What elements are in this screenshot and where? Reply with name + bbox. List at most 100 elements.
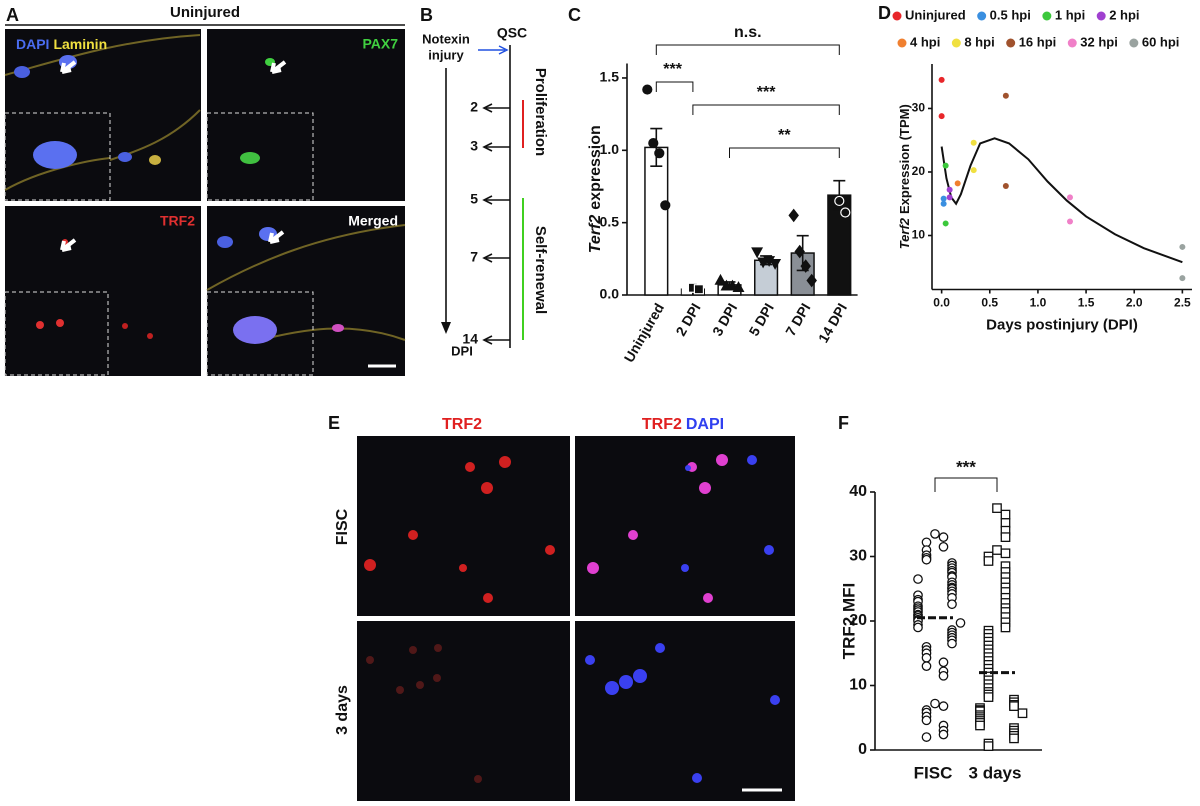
significance-label: *** [956, 457, 976, 476]
x-tick-label: 14 DPI [815, 300, 850, 345]
y-tick-label: 20 [912, 164, 926, 178]
stain-label: PAX7 [362, 36, 398, 52]
point [1017, 708, 1028, 719]
panel-label: F [838, 413, 849, 433]
point [930, 529, 940, 539]
significance-bracket [729, 147, 840, 158]
legend-swatch [1096, 11, 1106, 21]
significance-bracket [934, 477, 998, 492]
y-tick-label: 0 [858, 741, 867, 758]
y-tick-label: 30 [849, 548, 867, 565]
legend-label: 4 hpi [910, 34, 940, 49]
significance-label: ** [778, 127, 791, 144]
significance-label: *** [757, 84, 776, 101]
point [940, 200, 947, 207]
legend-label: 16 hpi [1019, 34, 1057, 49]
legend-swatch [1129, 38, 1139, 48]
micrographs-a [4, 29, 406, 376]
point [1000, 548, 1011, 559]
legend-label: 2 hpi [1109, 7, 1139, 22]
x-tick-label: 7 DPI [782, 300, 813, 338]
y-axis-label: Terf2 Expression (TPM) [897, 104, 912, 249]
x-tick-label: 1.5 [1078, 296, 1095, 310]
point [1000, 532, 1011, 543]
y-axis-label: Terf2 expression [587, 125, 604, 253]
stain-labels: DAPI Laminin [16, 36, 107, 52]
point [828, 166, 839, 178]
y-tick-label: 30 [912, 101, 926, 115]
significance-label: n.s. [734, 24, 762, 41]
point [938, 113, 945, 120]
legend-swatch [1067, 38, 1077, 48]
legend-swatch [892, 11, 902, 21]
day-arrowhead [482, 195, 493, 205]
point [1179, 275, 1186, 282]
legend-label: 8 hpi [964, 34, 994, 49]
point [1009, 701, 1019, 711]
row-header: 3 days [334, 685, 351, 735]
point [1000, 622, 1011, 633]
point [970, 167, 977, 174]
panel-title: Uninjured [170, 4, 240, 21]
panel-label: A [6, 5, 19, 25]
legend-label: Uninjured [905, 7, 966, 22]
point [921, 715, 932, 726]
point [788, 208, 799, 223]
stain-label: TRF2 [160, 213, 195, 229]
point [921, 652, 932, 663]
column-header: TRF2 DAPI [642, 416, 724, 433]
point [938, 76, 945, 83]
legend-label: 60 hpi [1142, 34, 1180, 49]
point [913, 622, 923, 633]
phase-label: Proliferation [532, 68, 549, 156]
legend-swatch [951, 38, 961, 48]
panel-label: B [420, 5, 433, 25]
micrographs-e [357, 436, 795, 801]
day-arrowhead [482, 253, 493, 263]
point [1066, 194, 1073, 201]
timeline [441, 45, 524, 348]
point [954, 180, 961, 187]
day-arrowhead [482, 103, 493, 113]
point [769, 258, 782, 270]
stain-label: DAPI [16, 36, 49, 52]
injury-label: Notexin [422, 31, 470, 46]
point [955, 618, 966, 628]
point [975, 720, 985, 731]
point [806, 273, 817, 288]
point [947, 638, 957, 649]
legend-label: 1 hpi [1055, 7, 1085, 22]
x-tick-label: 1.0 [1030, 296, 1047, 310]
point [992, 545, 1002, 555]
day-label: 5 [470, 191, 478, 207]
point [648, 137, 659, 149]
point [794, 244, 805, 259]
legend-label: 0.5 hpi [990, 7, 1031, 22]
point [714, 273, 727, 285]
point [947, 599, 957, 610]
point [642, 84, 653, 95]
header-part: TRF2 [642, 416, 682, 433]
x-axis-label: Days postinjury (DPI) [986, 316, 1138, 333]
point [1179, 243, 1186, 250]
point [938, 532, 949, 543]
significance-label: *** [663, 61, 682, 78]
panel-label: D [878, 3, 891, 23]
y-axis-label-gene: Terf2 [897, 217, 912, 249]
phase-label: Self-renewal [532, 226, 549, 314]
error-bar [650, 127, 663, 168]
point [913, 574, 923, 584]
point [751, 247, 764, 259]
y-axis-label-gene: Terf2 [587, 215, 604, 254]
point [938, 729, 949, 740]
significance-bracket [655, 81, 694, 92]
timeline-start: QSC [497, 25, 527, 41]
point [938, 541, 949, 552]
x-tick-label: 3 days [969, 763, 1022, 782]
point [1000, 509, 1011, 520]
stain-label: Laminin [53, 36, 107, 52]
point [930, 698, 940, 709]
point [1066, 218, 1073, 225]
stain-label: Merged [348, 213, 398, 229]
